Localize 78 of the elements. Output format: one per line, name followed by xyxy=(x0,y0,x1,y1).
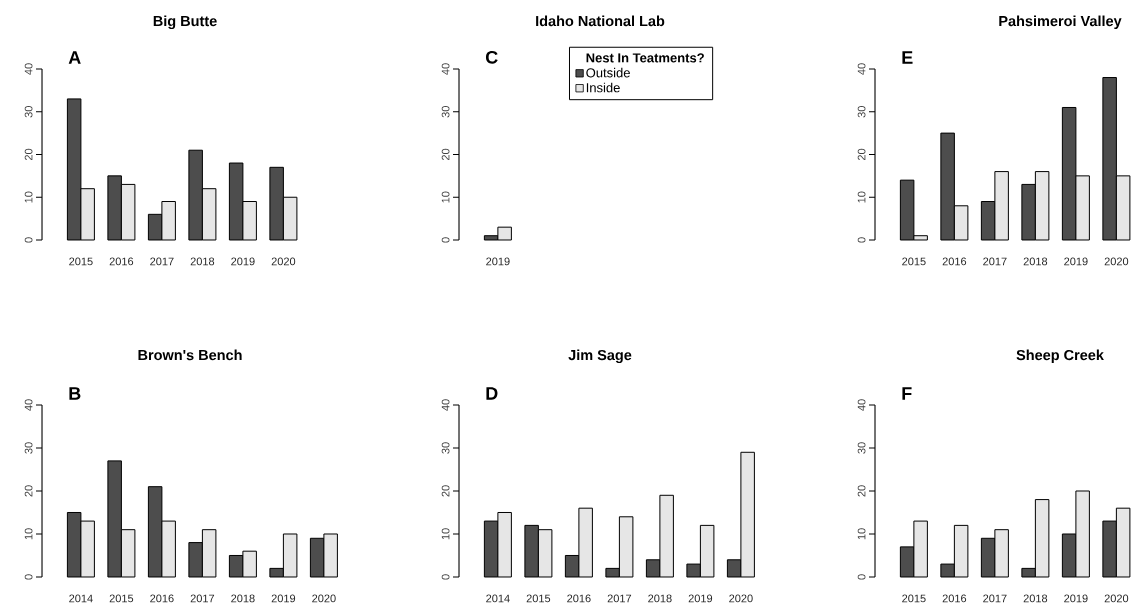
y-tick-label: 10 xyxy=(24,191,33,203)
x-tick-label: 2017 xyxy=(150,257,174,266)
y-tick-label: 20 xyxy=(857,485,866,497)
y-tick-label: 30 xyxy=(441,106,450,118)
x-tick-label: 2020 xyxy=(1104,594,1129,603)
y-tick-label: 30 xyxy=(441,442,450,454)
x-tick-label: 2015 xyxy=(902,594,926,603)
x-tick-label: 2017 xyxy=(983,257,1007,266)
y-tick-label: 40 xyxy=(24,63,33,75)
y-tick-label: 30 xyxy=(857,442,866,454)
x-tick-label: 2015 xyxy=(526,594,551,603)
y-tick-label: 30 xyxy=(857,106,866,118)
x-tick-label: 2018 xyxy=(1023,257,1048,266)
y-tick-label: 20 xyxy=(24,148,33,161)
legend-label: Inside xyxy=(586,82,620,93)
y-tick-label: 10 xyxy=(857,191,866,203)
x-tick-label: 2014 xyxy=(69,594,93,603)
text: E xyxy=(902,51,913,64)
legend-label: Outside xyxy=(586,67,630,78)
x-tick-label: 2018 xyxy=(190,257,215,266)
y-tick-label: 0 xyxy=(857,237,866,243)
y-tick-label: 40 xyxy=(24,399,33,411)
y-tick-label: 40 xyxy=(441,399,450,411)
x-tick-label: 2018 xyxy=(231,594,255,603)
x-tick-label: 2016 xyxy=(942,257,967,266)
x-tick-label: 2016 xyxy=(150,594,174,603)
y-tick-label: 10 xyxy=(441,191,450,203)
y-tick-label: 30 xyxy=(24,106,33,118)
x-tick-label: 2019 xyxy=(271,594,296,603)
text: Idaho National Lab xyxy=(536,15,665,27)
y-tick-label: 30 xyxy=(24,442,33,454)
y-tick-label: 20 xyxy=(441,485,450,497)
chart-title: Big Butte xyxy=(153,15,217,30)
x-tick-label: 2017 xyxy=(190,594,215,603)
x-tick-label: 2016 xyxy=(109,257,134,266)
x-tick-label: 2015 xyxy=(902,257,926,266)
x-tick-label: 2020 xyxy=(271,257,296,266)
y-tick-label: 20 xyxy=(24,485,33,497)
x-tick-label: 2020 xyxy=(1104,257,1129,266)
x-tick-label: 2019 xyxy=(1064,257,1088,266)
x-tick-label: 2018 xyxy=(1023,594,1048,603)
x-tick-label: 2016 xyxy=(942,594,967,603)
y-tick-label: 40 xyxy=(857,399,866,411)
chart-title: Pahsimeroi Valley xyxy=(999,15,1122,30)
y-tick-label: 20 xyxy=(441,148,450,161)
text: C xyxy=(485,50,498,64)
x-tick-label: 2014 xyxy=(486,594,510,603)
y-tick-label: 40 xyxy=(441,63,450,75)
y-tick-label: 0 xyxy=(441,237,450,243)
x-tick-label: 2017 xyxy=(983,594,1007,603)
x-tick-label: 2016 xyxy=(567,594,591,603)
chart-title: Jim Sage xyxy=(568,349,632,364)
x-tick-label: 2019 xyxy=(231,257,255,266)
y-tick-label: 0 xyxy=(857,574,866,580)
text: D xyxy=(486,387,498,400)
x-tick-label: 2019 xyxy=(688,594,713,603)
y-tick-label: 10 xyxy=(857,528,866,540)
text: F xyxy=(902,387,912,400)
x-tick-label: 2020 xyxy=(312,594,336,603)
text: B xyxy=(69,387,81,400)
x-tick-label: 2019 xyxy=(486,257,510,266)
x-tick-label: 2018 xyxy=(648,594,672,603)
y-tick-label: 10 xyxy=(441,528,450,540)
y-tick-label: 0 xyxy=(441,574,450,580)
x-tick-label: 2015 xyxy=(109,594,134,603)
y-tick-label: 0 xyxy=(24,237,33,243)
x-tick-label: 2015 xyxy=(69,257,93,266)
y-tick-label: 20 xyxy=(857,148,866,161)
chart-title: Sheep Creek xyxy=(1016,349,1104,364)
legend-title: Nest In Teatments? xyxy=(586,53,704,63)
x-tick-label: 2020 xyxy=(729,594,753,603)
text: A xyxy=(68,51,81,64)
y-tick-label: 10 xyxy=(24,528,33,540)
chart-title: Brown's Bench xyxy=(138,349,242,361)
x-tick-label: 2019 xyxy=(1064,594,1088,603)
x-tick-label: 2017 xyxy=(607,594,632,603)
y-tick-label: 0 xyxy=(24,574,33,580)
y-tick-label: 40 xyxy=(857,63,866,75)
